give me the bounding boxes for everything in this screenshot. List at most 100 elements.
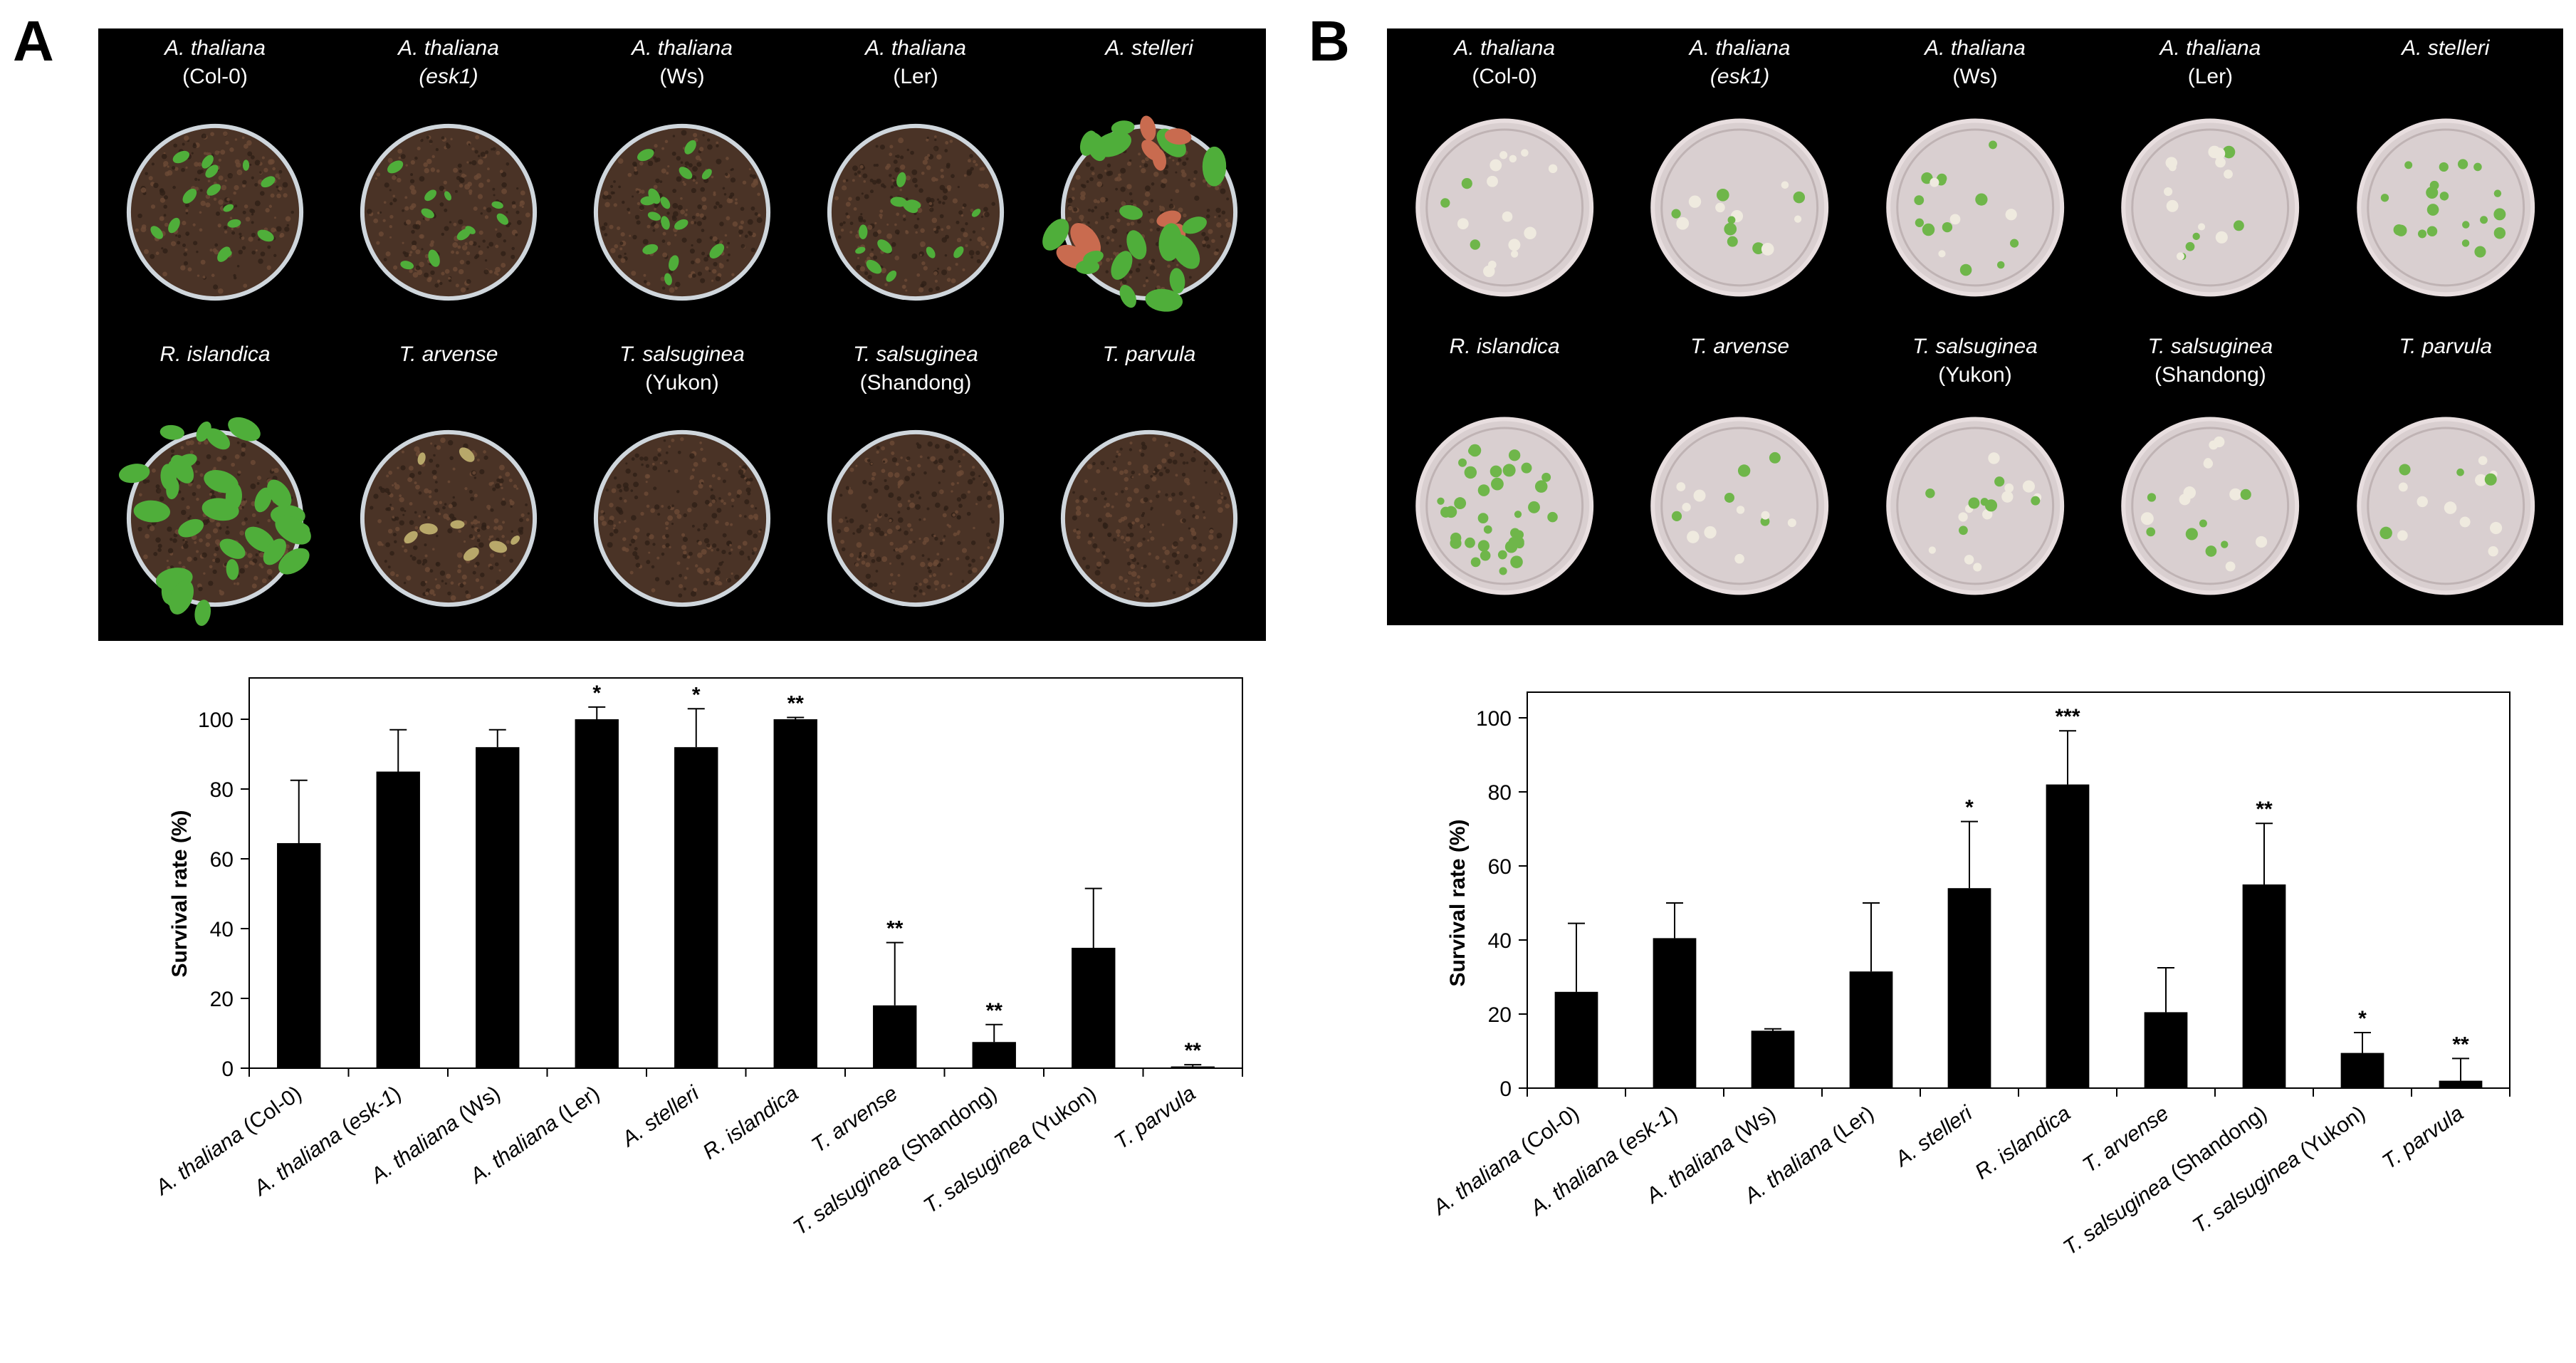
photo-cell-b-3: A. thaliana (Ler)	[2093, 28, 2328, 327]
y-axis-label: Survival rate (%)	[168, 810, 192, 977]
x-category-label: T. salsuginea (Yukon)	[919, 1082, 1100, 1218]
petri-dish-image	[1415, 417, 1594, 595]
photo-species-label: T. salsuginea	[2147, 335, 2273, 358]
photo-cell-b-2: A. thaliana (Ws)	[1858, 28, 2093, 327]
photo-species-label: A. thaliana	[1454, 36, 1556, 60]
bar	[2144, 1012, 2188, 1088]
photo-species-label: A. thaliana	[2159, 36, 2261, 60]
photo-cell-a-7: T. salsuginea (Yukon)	[565, 335, 799, 641]
bar	[1947, 888, 1991, 1088]
significance-marker: **	[2256, 798, 2273, 821]
photo-accession-label: (Col-0)	[1472, 65, 1538, 88]
petri-dish-image	[1886, 417, 2064, 595]
photo-species-label: A. thaliana	[164, 36, 266, 60]
photo-cell-a-0: A. thaliana (Col-0)	[98, 28, 332, 335]
photo-species-label: T. arvense	[1690, 335, 1790, 358]
significance-marker: **	[886, 917, 904, 941]
bar	[972, 1042, 1016, 1068]
photo-species-label: A. thaliana	[865, 36, 966, 60]
photo-species-label: A. stelleri	[2402, 36, 2490, 60]
x-category-label: T. arvense	[807, 1082, 902, 1158]
bar	[476, 747, 520, 1068]
photo-cell-b-4: A. stelleri	[2328, 28, 2563, 327]
bar	[1554, 991, 1598, 1088]
photo-accession-label: (Yukon)	[645, 371, 719, 395]
y-tick-label: 40	[210, 918, 234, 941]
soil-pot-image	[827, 429, 1005, 607]
petri-dish-image	[2121, 118, 2300, 297]
y-tick-label: 20	[210, 988, 234, 1011]
petri-dish-image	[1886, 118, 2064, 297]
petri-dish-image	[1650, 417, 1829, 595]
significance-marker: **	[1185, 1039, 1202, 1062]
bar	[2242, 884, 2286, 1088]
bar	[674, 747, 718, 1068]
photo-accession-label: (Ws)	[1952, 65, 1998, 88]
photo-species-label: T. parvula	[2399, 335, 2493, 358]
photo-cell-b-6: T. arvense	[1622, 327, 1857, 625]
photo-cell-a-1: A. thaliana (esk1)	[332, 28, 565, 335]
bar	[1751, 1030, 1795, 1088]
photo-accession-label: (Yukon)	[1938, 363, 2012, 387]
bar	[1849, 971, 1893, 1088]
photo-species-label: T. salsuginea	[619, 343, 745, 366]
panel-letter-a: A	[13, 9, 54, 73]
x-category-label: T. arvense	[2078, 1102, 2173, 1178]
photo-accession-label: (Shandong)	[859, 371, 972, 395]
significance-marker: **	[986, 999, 1003, 1023]
photo-grid-b-cells: A. thaliana (Col-0) A. thaliana (esk1) A. th…	[1387, 28, 2563, 625]
y-tick-label: 0	[1499, 1077, 1512, 1101]
petri-dish-image	[2121, 417, 2300, 595]
significance-marker: *	[1965, 796, 1974, 820]
x-category-label: T. parvula	[2378, 1102, 2468, 1174]
photo-species-label: R. islandica	[1449, 335, 1560, 358]
photo-accession-label: (esk1)	[419, 65, 478, 88]
photo-species-label: A. thaliana	[1689, 36, 1791, 60]
bar	[773, 719, 817, 1068]
photo-accession-label: (Ler)	[2187, 65, 2234, 88]
y-axis-label: Survival rate (%)	[1446, 819, 1470, 986]
soil-pot-image	[126, 123, 304, 301]
bar	[2340, 1053, 2384, 1088]
photo-grid-a: A. thaliana (Col-0) A. thaliana (esk1) A. th…	[98, 28, 1266, 641]
soil-pot-image	[360, 123, 538, 301]
y-tick-label: 80	[210, 778, 234, 802]
y-tick-label: 40	[1488, 929, 1512, 953]
y-tick-label: 60	[1488, 855, 1512, 879]
photo-grid-b: A. thaliana (Col-0) A. thaliana (esk1) A. th…	[1387, 28, 2563, 625]
photo-species-label: A. stelleri	[1105, 36, 1193, 60]
photo-grid-a-cells: A. thaliana (Col-0) A. thaliana (esk1) A. th…	[98, 28, 1266, 641]
photo-cell-b-1: A. thaliana (esk1)	[1622, 28, 1857, 327]
significance-marker: **	[787, 692, 805, 716]
photo-cell-a-4: A. stelleri	[1032, 28, 1266, 335]
bar	[277, 842, 321, 1068]
soil-pot-image	[593, 123, 771, 301]
soil-pot-image	[593, 429, 771, 607]
panel-letter-b: B	[1309, 9, 1350, 73]
photo-species-label: T. parvula	[1102, 343, 1196, 366]
photo-species-label: T. salsuginea	[1912, 335, 2038, 358]
bar	[376, 771, 420, 1068]
photo-species-label: A. thaliana	[398, 36, 499, 60]
y-tick-label: 100	[1476, 707, 1512, 731]
photo-species-label: T. salsuginea	[853, 343, 978, 366]
photo-accession-label: (Col-0)	[182, 65, 248, 88]
significance-marker: *	[2358, 1007, 2367, 1030]
soil-pot-image	[360, 429, 538, 607]
significance-marker: *	[692, 683, 701, 706]
y-tick-label: 0	[221, 1058, 234, 1081]
photo-cell-b-9: T. parvula	[2328, 327, 2563, 625]
bar	[2046, 784, 2090, 1088]
bar	[873, 1005, 917, 1068]
photo-species-label: A. thaliana	[632, 36, 733, 60]
photo-species-label: R. islandica	[159, 343, 271, 366]
photo-accession-label: (Shandong)	[2154, 363, 2266, 387]
y-tick-label: 100	[198, 709, 234, 732]
soil-pot-image	[1042, 115, 1238, 312]
petri-dish-image	[1415, 118, 1594, 297]
bar	[1653, 938, 1697, 1088]
bar	[2439, 1080, 2483, 1088]
soil-pot-image	[1060, 429, 1238, 607]
y-tick-label: 20	[1488, 1003, 1512, 1027]
